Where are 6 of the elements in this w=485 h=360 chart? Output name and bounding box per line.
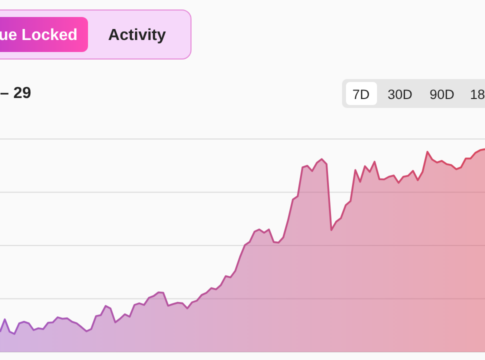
text: Activity [108, 27, 166, 44]
text: 30D [388, 87, 413, 102]
text: 90D [430, 87, 455, 102]
text: 7D [352, 87, 370, 102]
text: 18 [470, 87, 485, 102]
chart-title: – 29 [0, 85, 32, 102]
